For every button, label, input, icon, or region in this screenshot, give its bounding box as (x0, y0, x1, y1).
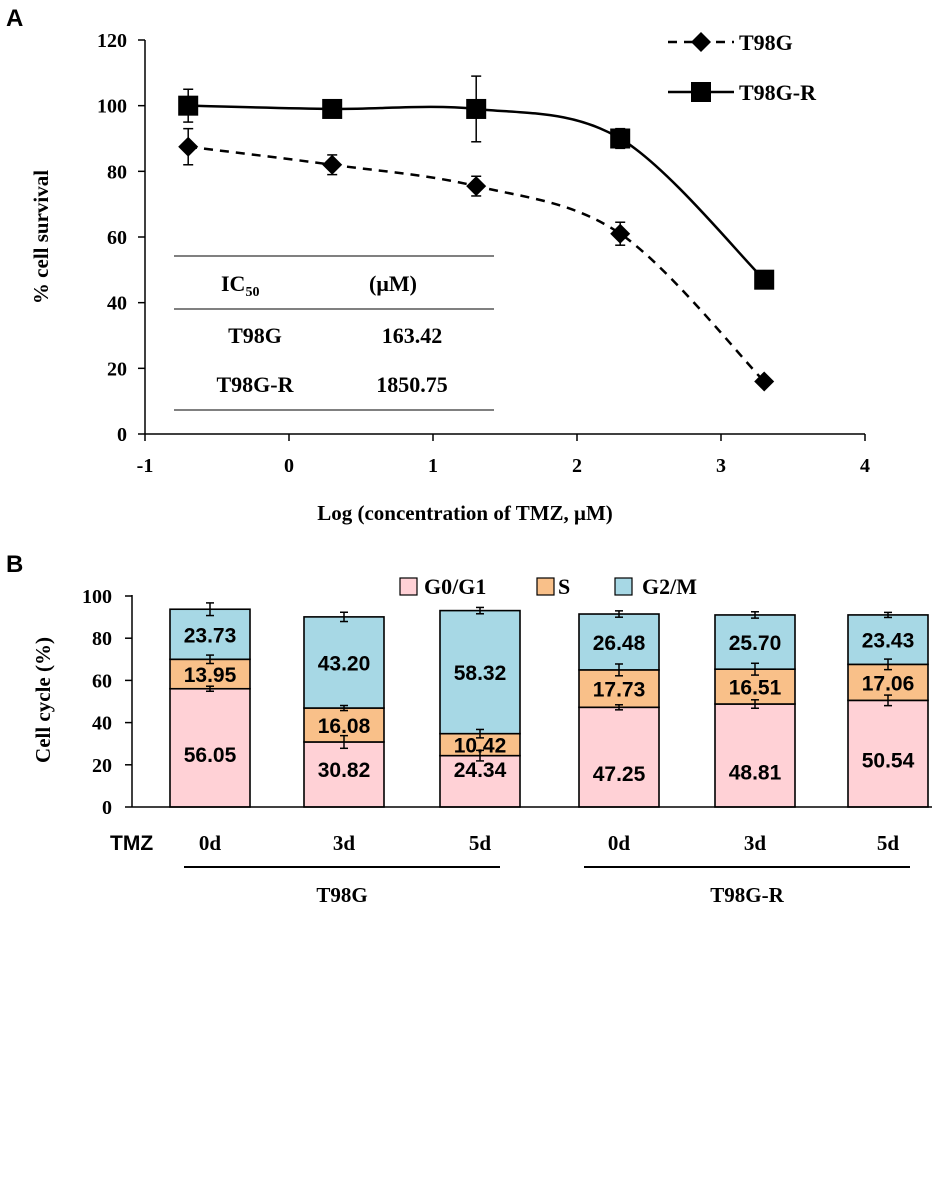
s-value-label: 16.51 (729, 677, 782, 700)
t98g-r-group-label: T98G-R (710, 883, 784, 907)
ic50-header-base: IC (221, 271, 245, 296)
ic50-row-value: 1850.75 (376, 372, 448, 397)
panel-a-survival-chart: % cell survival Log (concentration of TM… (29, 30, 870, 525)
g2-m-legend-swatch (614, 577, 633, 596)
x-tick-label: -1 (137, 455, 154, 477)
y-tick-label: 100 (82, 586, 112, 608)
x-tick-label: 0 (284, 455, 294, 477)
panel-a-legend: T98G T98G-R (668, 30, 817, 105)
g2-m-segment (847, 614, 929, 666)
y-tick-label: 60 (107, 227, 127, 249)
s-value-label: 17.73 (593, 679, 646, 702)
s-value-label: 16.08 (318, 715, 371, 738)
s-legend-swatch (536, 577, 555, 596)
x-tick-label: 1 (428, 455, 438, 477)
g0-g1-value-label: 56.05 (184, 744, 237, 767)
g0-g1-segment (578, 706, 660, 808)
y-tick-label: 40 (92, 713, 112, 735)
ic50-row-name: T98G-R (217, 372, 295, 397)
ic50-header-subscript: 50 (245, 285, 259, 300)
t98g-r-point (466, 98, 487, 119)
category-label: 5d (877, 831, 900, 855)
t98g-legend-label: T98G (739, 30, 793, 55)
g0-g1-value-label: 30.82 (318, 759, 371, 782)
y-tick-label: 120 (97, 30, 127, 52)
panel-b-y-axis-label: Cell cycle (%) (31, 637, 55, 763)
g2-m-value-label: 58.32 (454, 662, 507, 685)
category-label: 3d (333, 831, 356, 855)
category-label: 0d (608, 831, 631, 855)
y-tick-label: 60 (92, 670, 112, 692)
g2-m-value-label: 26.48 (593, 632, 646, 655)
g0-g1-value-label: 24.34 (454, 759, 507, 782)
g0-g1-segment (169, 687, 251, 808)
x-tick-label: 4 (860, 455, 870, 477)
ic50-row-name: T98G (228, 323, 282, 348)
t98g-point (466, 176, 487, 197)
panel-a-x-axis-label: Log (concentration of TMZ, μM) (317, 501, 613, 525)
t98g-point (754, 371, 775, 392)
panel-b-legend: G0/G1 S G2/M (399, 574, 697, 599)
g0-g1-value-label: 47.25 (593, 763, 646, 786)
s-legend-label: S (558, 574, 570, 599)
g0-g1-segment (439, 754, 521, 808)
t98g-r-legend-marker (691, 82, 711, 102)
y-tick-label: 0 (117, 424, 127, 446)
s-value-label: 17.06 (862, 672, 915, 695)
category-label: 5d (469, 831, 492, 855)
g2-m-segment (439, 609, 521, 735)
t98g-r-point (178, 95, 199, 116)
category-label: 3d (744, 831, 767, 855)
g2-m-value-label: 25.70 (729, 632, 782, 655)
ic50-table: IC50 (μM) T98G 163.42 T98G-R 1850.75 (174, 255, 494, 411)
x-tick-label: 2 (572, 455, 582, 477)
y-tick-label: 100 (97, 96, 127, 118)
g0-g1-legend-label: G0/G1 (424, 574, 486, 599)
y-tick-label: 0 (102, 797, 112, 819)
t98g-r-point (754, 269, 775, 290)
t98g-r-point (610, 128, 631, 149)
panel-a-y-axis-label: % cell survival (29, 170, 53, 304)
g2-m-value-label: 23.73 (184, 624, 237, 647)
ic50-table-header-label: IC50 (221, 271, 259, 300)
ic50-table-header-unit: (μM) (369, 271, 417, 296)
g2-m-value-label: 43.20 (318, 652, 371, 675)
tmz-row-label: TMZ (110, 832, 153, 855)
s-value-label: 10.42 (454, 735, 507, 758)
s-value-label: 13.95 (184, 664, 237, 687)
y-tick-label: 40 (107, 293, 127, 315)
y-tick-label: 20 (92, 755, 112, 777)
g2-m-segment (169, 608, 251, 661)
ic50-row-value: 163.42 (382, 323, 443, 348)
t98g-r-point (322, 98, 343, 119)
g0-g1-segment (847, 699, 929, 808)
t98g-point (178, 136, 199, 157)
y-tick-label: 80 (92, 628, 112, 650)
panel-b-letter: B (6, 551, 23, 578)
category-label: 0d (199, 831, 222, 855)
t98g-point (322, 154, 343, 175)
panel-a-letter: A (6, 5, 23, 32)
y-tick-label: 80 (107, 161, 127, 183)
x-tick-label: 3 (716, 455, 726, 477)
g0-g1-legend-swatch (399, 577, 418, 596)
t98g-point (610, 223, 631, 244)
t98g-r-legend-label: T98G-R (739, 80, 817, 105)
t98g-legend-marker (691, 32, 711, 52)
g0-g1-value-label: 48.81 (729, 762, 782, 785)
t98g-group-label: T98G (316, 883, 367, 907)
panel-b-cell-cycle-chart: Cell cycle (%) 56.05 13.95 23.73 30.82 16.08… (31, 574, 932, 907)
g2-m-legend-label: G2/M (642, 574, 697, 599)
g2-m-value-label: 23.43 (862, 630, 915, 653)
g2-m-segment (578, 613, 660, 671)
g0-g1-value-label: 50.54 (862, 750, 915, 773)
y-tick-label: 20 (107, 358, 127, 380)
g0-g1-segment (714, 703, 796, 808)
